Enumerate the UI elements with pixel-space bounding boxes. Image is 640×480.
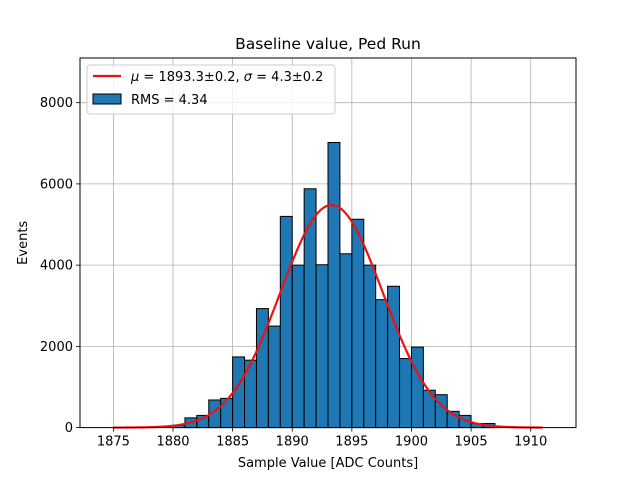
histogram-bars (172, 141, 496, 429)
histogram-bar (315, 264, 329, 429)
y-tick-label: 4000 (40, 259, 73, 274)
histogram-bar (291, 264, 305, 429)
histogram-bar (327, 141, 341, 429)
legend-mu-value: = 1893.3±0.2, (139, 70, 243, 85)
y-tick-label: 2000 (40, 340, 73, 355)
plot-area-frame (79, 57, 577, 429)
fit-curve-group (113, 203, 543, 429)
histogram-bar (410, 346, 424, 429)
y-axis-label: Events (16, 221, 31, 265)
legend-histogram-label: RMS = 4.34 (131, 93, 208, 108)
legend-histogram-swatch (92, 93, 122, 105)
x-tick-label: 1890 (276, 435, 309, 450)
x-tick-label: 1885 (216, 435, 249, 450)
y-tick-label: 0 (65, 421, 73, 436)
histogram-bar (267, 325, 281, 429)
x-tick-label: 1895 (335, 435, 368, 450)
x-tick-label: 1875 (97, 435, 130, 450)
x-tick-label: 1910 (514, 435, 547, 450)
histogram-bar (375, 299, 389, 429)
legend-box (86, 64, 336, 115)
histogram-bar (363, 264, 377, 429)
legend-fit-label: μ = 1893.3±0.2, σ = 4.3±0.2 (130, 70, 323, 85)
legend-sigma-symbol: σ (244, 70, 253, 85)
legend: μ = 1893.3±0.2, σ = 4.3±0.2 RMS = 4.34 (86, 64, 336, 115)
chart-title: Baseline value, Ped Run (235, 35, 421, 53)
x-tick-label: 1880 (156, 435, 189, 450)
histogram-bar (339, 253, 353, 429)
legend-mu-symbol: μ (130, 70, 139, 85)
x-axis-label: Sample Value [ADC Counts] (238, 456, 418, 471)
histogram-bar (399, 358, 412, 429)
histogram-bar (279, 215, 293, 429)
y-tick-label: 8000 (40, 96, 73, 111)
histogram-bar (351, 218, 365, 429)
y-axis-ticks: 0 2000 4000 6000 8000 (40, 96, 80, 436)
x-axis-ticks: 1875 1880 1885 1890 1895 1900 1905 1910 (97, 427, 547, 450)
gaussian-fit-curve (113, 203, 543, 429)
y-tick-label: 6000 (40, 177, 73, 192)
x-tick-label: 1905 (455, 435, 488, 450)
histogram-bar (220, 397, 234, 429)
x-tick-label: 1900 (395, 435, 428, 450)
legend-sigma-value: = 4.3±0.2 (252, 70, 323, 85)
